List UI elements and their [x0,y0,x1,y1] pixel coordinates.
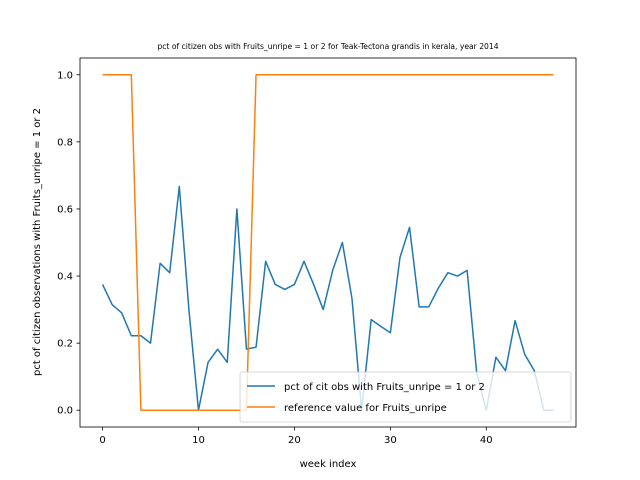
legend-box [239,371,572,423]
y-tick-label: 1.0 [57,70,73,81]
y-axis-ticks: 0.0 0.2 0.4 0.6 0.8 1.0 [57,70,80,417]
x-tick-label: 40 [480,435,493,446]
x-tick-label: 10 [192,435,205,446]
chart-title: pct of citizen obs with Fruits_unripe = … [157,42,498,51]
y-tick-label: 0.0 [57,406,73,417]
legend: pct of cit obs with Fruits_unripe = 1 or… [239,371,572,423]
y-tick-label: 0.4 [57,272,73,283]
x-axis-ticks: 0 10 20 30 40 [99,427,493,446]
y-tick-label: 0.2 [57,339,73,350]
plot-frame [79,57,577,428]
x-tick-label: 30 [384,435,397,446]
x-axis-label: week index [300,459,357,470]
plot-lines [101,74,554,411]
x-tick-label: 20 [288,435,301,446]
y-axis-label: pct of citizen observations with Fruits_… [32,108,43,376]
series-line-2 [102,74,554,411]
x-tick-label: 0 [99,435,105,446]
legend-label-series-2: reference value for Fruits_unripe [284,403,447,414]
y-tick-label: 0.6 [57,204,73,215]
y-tick-label: 0.8 [57,137,73,148]
legend-label-series-1: pct of cit obs with Fruits_unripe = 1 or… [284,382,485,393]
